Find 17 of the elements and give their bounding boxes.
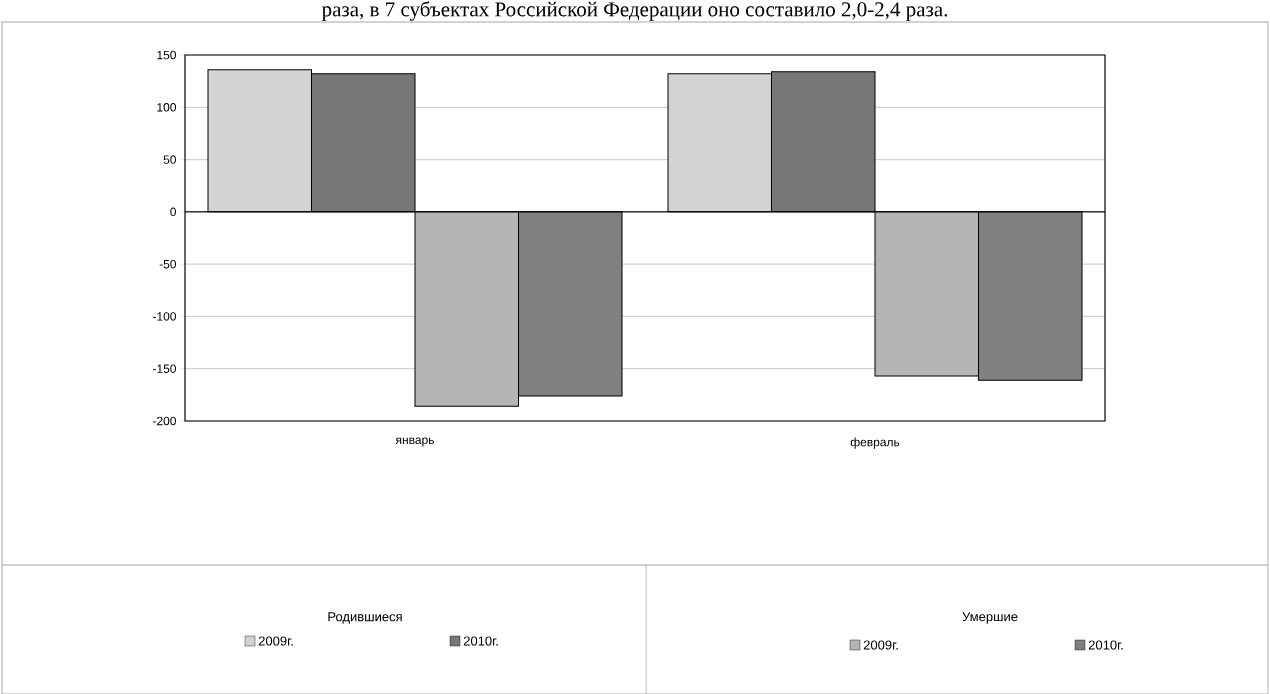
legend-label: 2010г. [463,636,498,646]
text: Умершие [962,612,1018,624]
legend-label: 2009г. [863,640,898,650]
text: Родившиеся [328,612,402,624]
legend-label: 2010г. [1088,640,1123,650]
y-tick-label: 0 [170,207,177,217]
y-tick-label: 100 [157,103,176,112]
legend-label: 2009г. [258,636,293,646]
y-tick-label: -150 [152,364,176,373]
y-tick-label: -50 [159,259,176,269]
x-tick-label: январь [395,437,434,447]
y-tick-label: -200 [152,416,176,426]
y-tick-label: -100 [152,312,176,321]
y-tick-label: 50 [163,155,176,164]
text: раза, в 7 субъектах Российской Федерации оно составило 2,0-2,4 раза. [321,1,947,21]
x-tick-label: февраль [850,437,900,449]
y-tick-label: 150 [157,50,176,60]
